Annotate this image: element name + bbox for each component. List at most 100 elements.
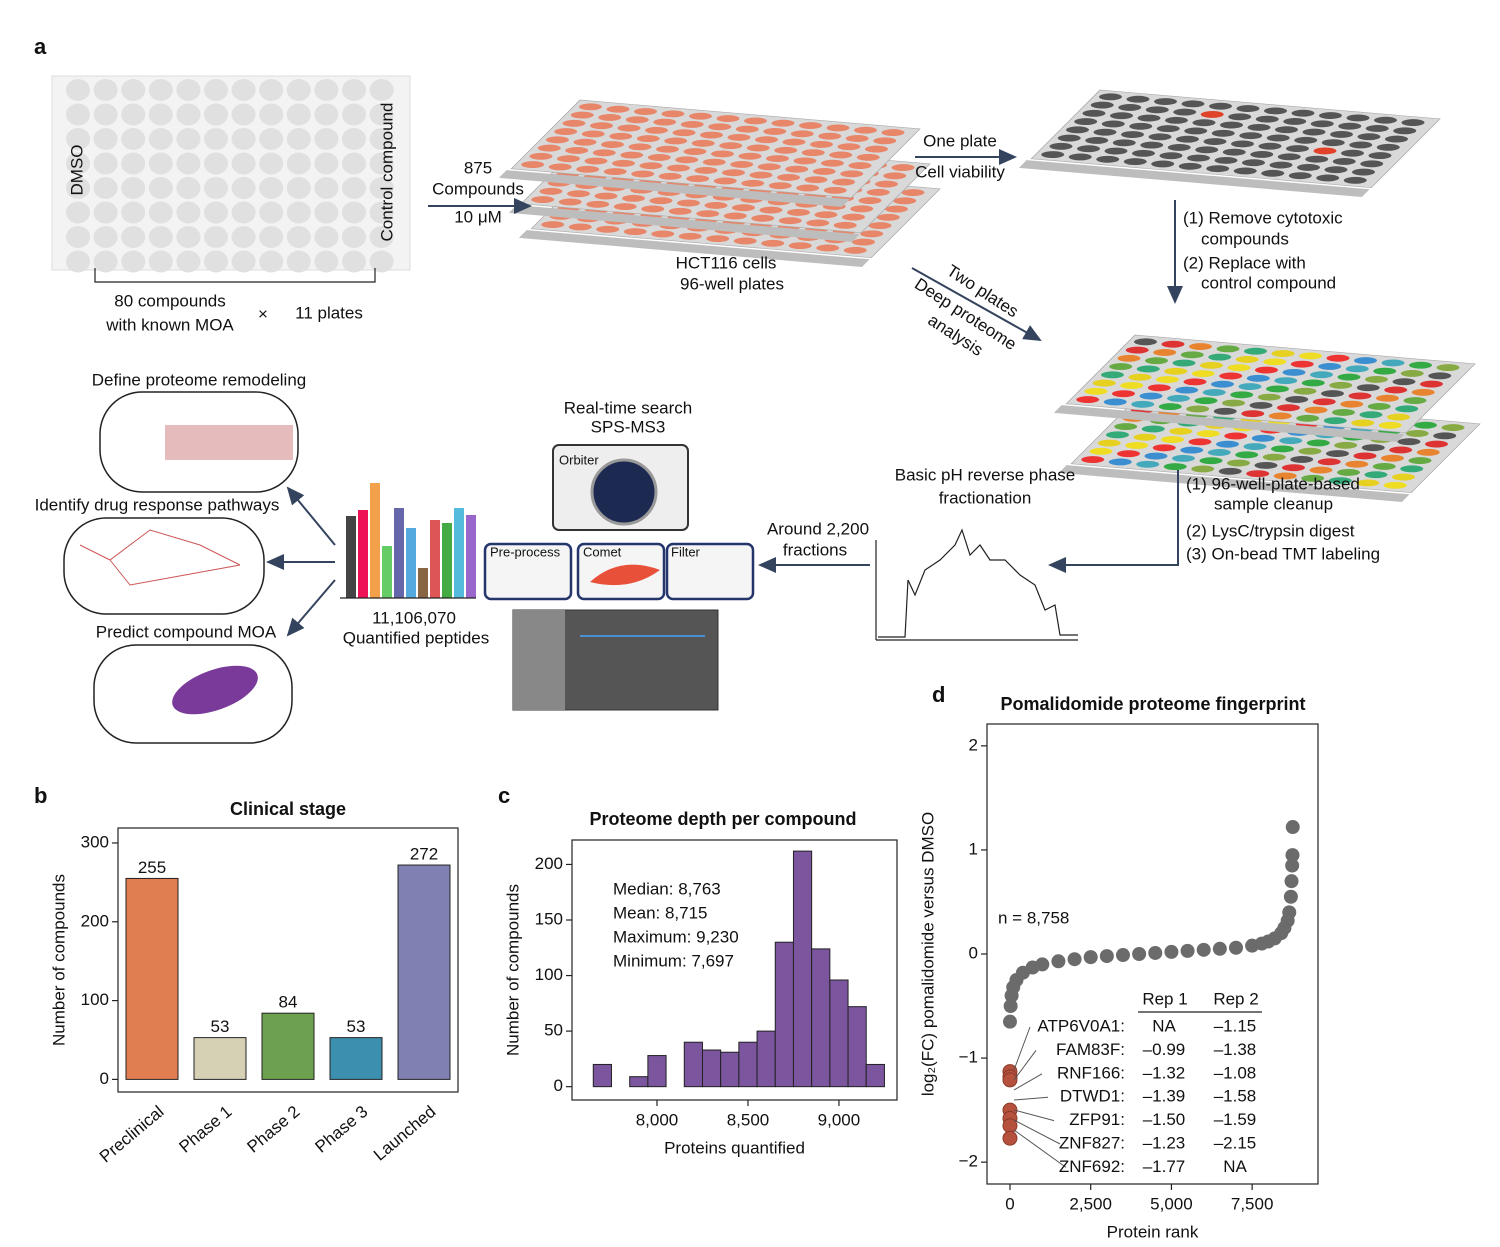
well [148, 226, 173, 248]
well [1299, 352, 1322, 360]
well [1318, 363, 1342, 370]
well [314, 103, 339, 126]
well [1103, 398, 1127, 406]
well [1152, 444, 1176, 452]
well [176, 152, 201, 175]
table-cell: –1.59 [1214, 1110, 1257, 1129]
well [711, 150, 734, 158]
well [774, 146, 798, 154]
well [1305, 155, 1329, 163]
well [1293, 387, 1317, 395]
well [653, 118, 677, 126]
well [314, 79, 339, 101]
well [1317, 458, 1341, 466]
well [1167, 394, 1190, 402]
well [1312, 398, 1336, 406]
well [634, 108, 657, 115]
panel-label: d [932, 682, 945, 707]
well [1139, 392, 1163, 400]
well [641, 205, 665, 213]
y-tick-label: 100 [81, 990, 109, 1009]
well [259, 128, 284, 150]
well [1239, 132, 1263, 140]
y-tick-label: 0 [969, 943, 978, 962]
point [1067, 952, 1082, 967]
annotation: Maximum: 9,230 [613, 927, 739, 946]
well [891, 164, 915, 172]
x-tick-label: 0 [1005, 1194, 1014, 1213]
well [733, 237, 757, 245]
well [1191, 370, 1215, 378]
well [1244, 347, 1267, 355]
value-label: 84 [279, 993, 298, 1012]
well [1255, 115, 1279, 123]
well [1136, 460, 1160, 468]
well [176, 79, 201, 101]
well [66, 79, 90, 101]
well [1266, 385, 1289, 393]
bar [397, 864, 451, 1080]
well [1360, 160, 1384, 168]
point [1002, 1130, 1018, 1146]
leader [1013, 1073, 1043, 1091]
mini-bar [370, 483, 380, 598]
table-header: Rep 2 [1213, 989, 1258, 1008]
well [757, 163, 781, 171]
well [1180, 351, 1204, 359]
histogram-bar [647, 1055, 667, 1088]
well [231, 128, 256, 150]
x-tick-label: Launched [370, 1102, 439, 1165]
well [1081, 456, 1105, 464]
well [848, 162, 872, 170]
well [1206, 165, 1230, 173]
well [1359, 411, 1383, 419]
table-cell: –1.15 [1214, 1016, 1257, 1035]
well [658, 172, 682, 180]
well [1275, 126, 1298, 134]
label: Identify drug response pathways [35, 495, 280, 514]
chart-title: Proteome depth per compound [589, 809, 856, 829]
well [832, 178, 855, 186]
well [554, 128, 578, 136]
well [881, 129, 905, 137]
well [557, 155, 580, 163]
well [1188, 438, 1212, 446]
well [93, 250, 118, 273]
well [812, 168, 836, 175]
histogram-bar [829, 979, 849, 1088]
well [1279, 437, 1303, 445]
bar [329, 1037, 383, 1080]
well [176, 250, 201, 273]
well [1173, 108, 1197, 116]
well [603, 168, 627, 176]
label: fractionation [939, 488, 1032, 507]
well [651, 230, 675, 238]
well [738, 152, 762, 160]
well [623, 228, 647, 236]
well [723, 212, 747, 220]
well [833, 221, 857, 229]
annotation: Median: 8,763 [613, 879, 721, 898]
well [1110, 112, 1133, 120]
well [677, 199, 700, 207]
well [1338, 122, 1362, 130]
well [204, 177, 228, 199]
bar [125, 877, 179, 1080]
well [1178, 162, 1202, 170]
well [829, 151, 853, 159]
well [1196, 430, 1220, 438]
point [1285, 820, 1300, 835]
well [66, 177, 90, 199]
histogram-bar [756, 1030, 776, 1088]
well [541, 221, 565, 229]
well [1181, 100, 1205, 108]
label: Pre-process [490, 544, 561, 559]
leader [1013, 1026, 1031, 1071]
well [1321, 139, 1345, 147]
well [259, 177, 284, 199]
well [1114, 423, 1138, 431]
well [840, 170, 864, 178]
well [1414, 421, 1437, 429]
well [672, 129, 696, 137]
